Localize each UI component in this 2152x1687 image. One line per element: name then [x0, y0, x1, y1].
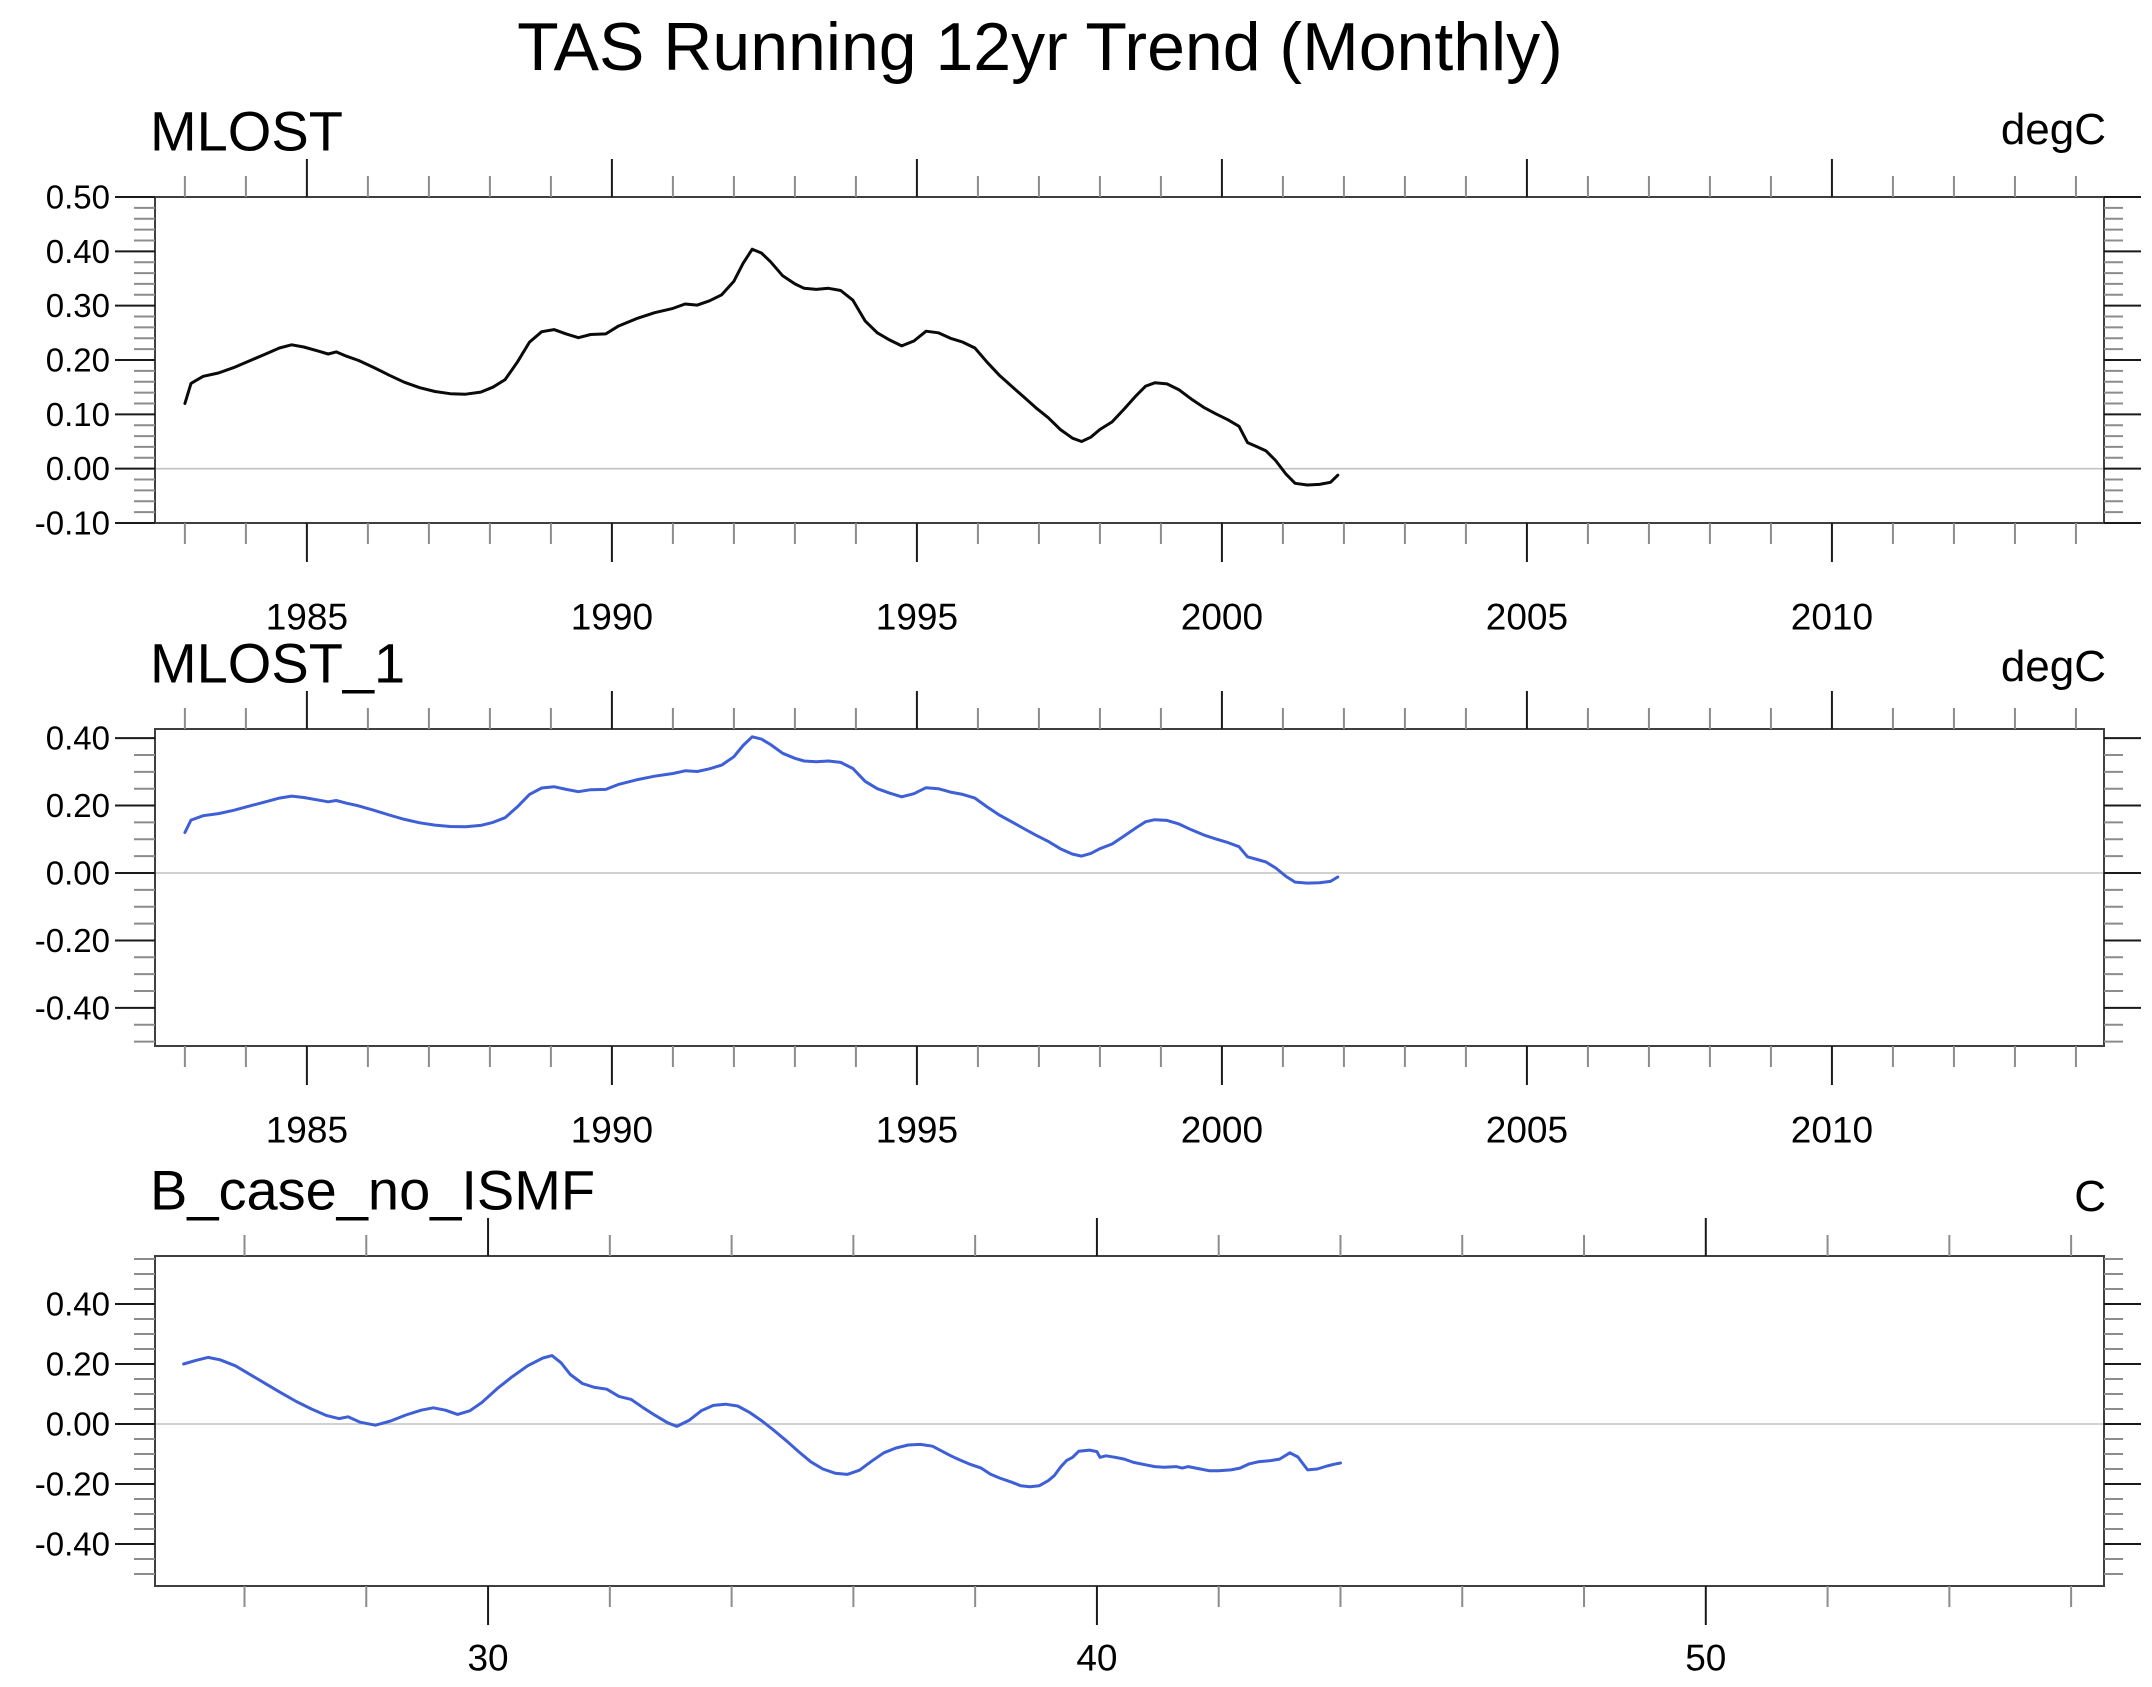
x-tick-label: 1990 [571, 597, 653, 638]
plot-frame [154, 196, 2105, 524]
x-tick-label: 2010 [1791, 597, 1873, 638]
x-tick-label: 1990 [571, 1110, 653, 1151]
panel-1-unit-label: degC [2000, 105, 2106, 154]
plot-frame [154, 1255, 2105, 1587]
x-tick-label: 2005 [1486, 1110, 1568, 1151]
panel-3-axes: 0.40 0.20 0.00 -0.20 -0.40 30 40 50 [35, 1218, 2141, 1679]
panel-2-title: MLOST_1 [150, 631, 406, 695]
panel-2-axes: 0.40 0.20 0.00 -0.20 -0.40 1985 1990 1995 2000 20… [35, 691, 2141, 1151]
y-tick-label: 0.40 [46, 1286, 110, 1323]
panel-1: 0.50 0.40 0.30 0.20 0.10 0.00 -0.10 1985 1990 199… [35, 159, 2141, 638]
x-tick-label: 1995 [876, 597, 958, 638]
series-line-B_case_no_ISMF [182, 1354, 1342, 1489]
x-tick-label: 30 [467, 1638, 508, 1679]
y-tick-label: 0.00 [46, 450, 110, 487]
y-tick-label: 0.10 [46, 396, 110, 433]
panel-2: 0.40 0.20 0.00 -0.20 -0.40 1985 1990 1995 2000 20… [35, 691, 2141, 1151]
panel-1-title: MLOST [150, 99, 343, 163]
x-tick-label: 1985 [266, 597, 348, 638]
series-line-MLOST_1 [183, 735, 1340, 885]
y-tick-label: 0.20 [46, 1346, 110, 1383]
y-tick-label: 0.30 [46, 287, 110, 324]
y-tick-label: -0.20 [35, 922, 110, 959]
panel-2-unit-label: degC [2000, 642, 2106, 691]
main-title: TAS Running 12yr Trend (Monthly) [517, 9, 1563, 85]
y-tick-label: 0.20 [46, 787, 110, 824]
x-tick-label: 2000 [1181, 1110, 1263, 1151]
series-line-MLOST [183, 247, 1340, 487]
panel-1-axes: 0.50 0.40 0.30 0.20 0.10 0.00 -0.10 1985 1990 199… [35, 159, 2141, 638]
x-tick-label: 50 [1685, 1638, 1726, 1679]
y-tick-label: 0.50 [46, 179, 110, 216]
x-tick-label: 2005 [1486, 597, 1568, 638]
panel-3: 0.40 0.20 0.00 -0.20 -0.40 30 40 50 [35, 1218, 2141, 1679]
y-tick-label: 0.00 [46, 1406, 110, 1443]
x-tick-label: 40 [1076, 1638, 1117, 1679]
x-tick-label: 2010 [1791, 1110, 1873, 1151]
plot-frame [154, 728, 2105, 1047]
y-tick-label: -0.10 [35, 505, 110, 542]
x-tick-label: 2000 [1181, 597, 1263, 638]
y-tick-label: -0.40 [35, 989, 110, 1026]
y-tick-label: 0.40 [46, 233, 110, 270]
y-tick-label: -0.40 [35, 1526, 110, 1563]
y-tick-label: -0.20 [35, 1466, 110, 1503]
panel-3-unit-label: C [2074, 1172, 2106, 1221]
y-tick-label: 0.00 [46, 854, 110, 891]
x-tick-label: 1995 [876, 1110, 958, 1151]
y-tick-label: 0.20 [46, 342, 110, 379]
panel-3-title: B_case_no_ISMF [150, 1158, 596, 1222]
x-tick-label: 1985 [266, 1110, 348, 1151]
y-tick-label: 0.40 [46, 720, 110, 757]
